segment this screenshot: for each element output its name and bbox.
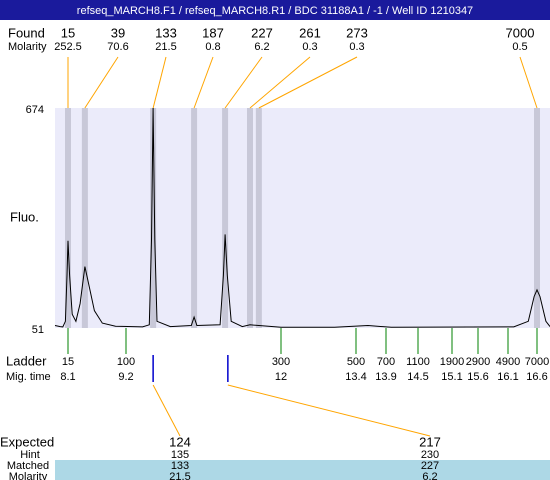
found-molarity: 0.3 bbox=[302, 41, 317, 53]
peak-connector bbox=[224, 56, 263, 109]
peak-connector bbox=[258, 56, 358, 109]
peak-connector bbox=[193, 56, 214, 109]
ladder-time: 15.6 bbox=[467, 371, 488, 383]
expected-matched: 227 bbox=[421, 460, 439, 472]
expected-matched: 133 bbox=[171, 460, 189, 472]
peak-connector bbox=[84, 56, 119, 109]
ladder-size: 7000 bbox=[525, 356, 549, 368]
matched-band bbox=[55, 460, 550, 480]
ladder-label: Ladder bbox=[6, 353, 47, 368]
ladder-time: 16.1 bbox=[497, 371, 518, 383]
peak-connector bbox=[249, 56, 311, 109]
y-tick-label: 674 bbox=[26, 104, 44, 116]
found-molarity: 252.5 bbox=[54, 41, 82, 53]
expected-molarity: 21.5 bbox=[169, 471, 190, 480]
found-size: 261 bbox=[299, 25, 321, 40]
ladder-time: 16.6 bbox=[526, 371, 547, 383]
found-size: 273 bbox=[346, 25, 368, 40]
ladder-size: 500 bbox=[347, 356, 365, 368]
ladder-size: 1100 bbox=[406, 356, 430, 368]
found-molarity: 0.8 bbox=[205, 41, 220, 53]
expected-connector bbox=[152, 384, 181, 437]
expected-molarity-label: Molarity bbox=[9, 471, 48, 480]
found-molarity: 70.6 bbox=[107, 41, 128, 53]
ladder-time: 15.1 bbox=[441, 371, 462, 383]
ladder-size: 1900 bbox=[440, 356, 464, 368]
expected-label: Expected bbox=[0, 434, 54, 449]
expected-size: 217 bbox=[419, 434, 441, 449]
peak-connector bbox=[152, 56, 167, 109]
ladder-size: 300 bbox=[272, 356, 290, 368]
found-size: 187 bbox=[202, 25, 224, 40]
found-size: 7000 bbox=[506, 25, 535, 40]
y-label: Fluo. bbox=[10, 209, 39, 224]
found-molarity: 6.2 bbox=[254, 41, 269, 53]
ladder-time: 14.5 bbox=[407, 371, 428, 383]
ladder-time: 8.1 bbox=[60, 371, 75, 383]
peak-band bbox=[222, 108, 229, 328]
expected-size: 124 bbox=[169, 434, 191, 449]
peak-band bbox=[247, 108, 253, 328]
ladder-size: 15 bbox=[62, 356, 74, 368]
expected-hint: 135 bbox=[171, 449, 189, 461]
title: refseq_MARCH8.F1 / refseq_MARCH8.R1 / BD… bbox=[77, 5, 473, 17]
found-size: 227 bbox=[251, 25, 273, 40]
expected-connector bbox=[227, 384, 431, 437]
peak-band bbox=[255, 108, 262, 328]
found-size: 133 bbox=[155, 25, 177, 40]
ladder-size: 4900 bbox=[496, 356, 520, 368]
ladder-size: 700 bbox=[377, 356, 395, 368]
peak-band bbox=[65, 108, 71, 328]
peak-band bbox=[150, 108, 157, 328]
ladder-time: 12 bbox=[275, 371, 287, 383]
plot-area bbox=[55, 108, 550, 328]
expected-molarity: 6.2 bbox=[422, 471, 437, 480]
found-molarity: 0.3 bbox=[349, 41, 364, 53]
ladder-size: 100 bbox=[117, 356, 135, 368]
y-tick-label: 51 bbox=[32, 324, 44, 336]
ladder-size: 2900 bbox=[466, 356, 490, 368]
ladder-time: 9.2 bbox=[118, 371, 133, 383]
found-label: Found bbox=[8, 25, 45, 40]
matched-label: Matched bbox=[7, 460, 49, 472]
peak-band bbox=[191, 108, 198, 328]
found-molarity-label: Molarity bbox=[8, 41, 47, 53]
found-molarity: 0.5 bbox=[512, 41, 527, 53]
ladder-time-label: Mig. time bbox=[6, 371, 51, 383]
found-size: 15 bbox=[61, 25, 75, 40]
peak-band bbox=[81, 108, 88, 328]
peak-connector bbox=[519, 56, 538, 109]
found-size: 39 bbox=[111, 25, 125, 40]
peak-band bbox=[534, 108, 540, 328]
title-bar bbox=[0, 0, 550, 20]
trace bbox=[54, 107, 550, 328]
ladder-time: 13.4 bbox=[345, 371, 366, 383]
found-molarity: 21.5 bbox=[155, 41, 176, 53]
hint-label: Hint bbox=[20, 449, 40, 461]
expected-hint: 230 bbox=[421, 449, 439, 461]
ladder-time: 13.9 bbox=[375, 371, 396, 383]
